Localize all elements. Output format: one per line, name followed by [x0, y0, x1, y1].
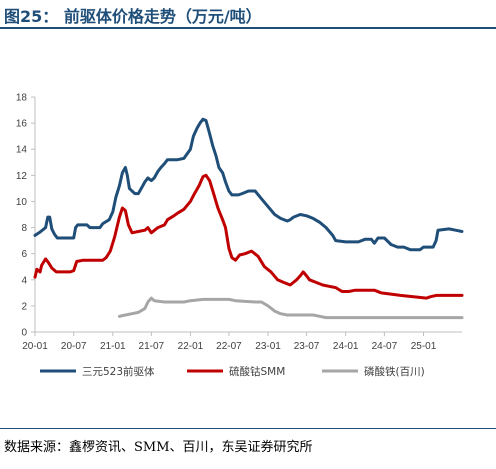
title-rule: [0, 27, 496, 29]
series-line-2: [33, 173, 464, 300]
source-note: 数据来源：鑫椤资讯、SMM、百川，东吴证券研究所: [4, 440, 313, 455]
y-tick-label: 4: [21, 275, 27, 286]
y-tick-label: 12: [16, 171, 28, 182]
figure-title: 图25： 前驱体价格走势（万元/吨）: [4, 7, 262, 26]
x-tick-label: 25-01: [411, 341, 437, 352]
x-tick-label: 20-07: [61, 341, 87, 352]
legend-label-2: 硫酸钴SMM: [229, 365, 285, 378]
y-tick-label: 2: [21, 301, 27, 312]
source-rule: [0, 428, 496, 429]
y-tick-label: 6: [21, 249, 27, 260]
legend: 三元523前驱体 硫酸钴SMM 磷酸铁(百川): [40, 365, 425, 378]
y-tick-label: 18: [16, 93, 28, 104]
y-axis: 0 2 4 6 8 10 12 14 16 18: [16, 93, 36, 339]
x-tick-label: 24-07: [372, 341, 398, 352]
x-tick-label: 22-07: [216, 341, 242, 352]
legend-label-3: 磷酸铁(百川): [364, 365, 425, 378]
y-tick-label: 8: [21, 223, 27, 234]
y-tick-label: 14: [16, 145, 28, 156]
price-trend-chart: 0 2 4 6 8 10 12 14 16 18 20-01 20-07 21-01 21-07 22-0…: [16, 93, 464, 378]
series-line-3: [117, 296, 464, 320]
series-lines: [33, 117, 464, 320]
x-tick-label: 23-01: [255, 341, 281, 352]
x-axis: 20-01 20-07 21-01 21-07 22-01 22-07 23-01 23-07…: [22, 331, 462, 352]
y-tick-label: 0: [21, 328, 27, 339]
series-line-1: [33, 117, 464, 252]
x-tick-label: 23-07: [294, 341, 320, 352]
y-tick-label: 16: [16, 119, 28, 130]
legend-label-1: 三元523前驱体: [82, 365, 155, 378]
x-tick-label: 21-01: [100, 341, 126, 352]
y-tick-label: 10: [16, 197, 28, 208]
x-tick-label: 24-01: [333, 341, 359, 352]
x-tick-label: 20-01: [22, 341, 48, 352]
x-tick-label: 21-07: [139, 341, 165, 352]
x-tick-label: 22-01: [178, 341, 204, 352]
